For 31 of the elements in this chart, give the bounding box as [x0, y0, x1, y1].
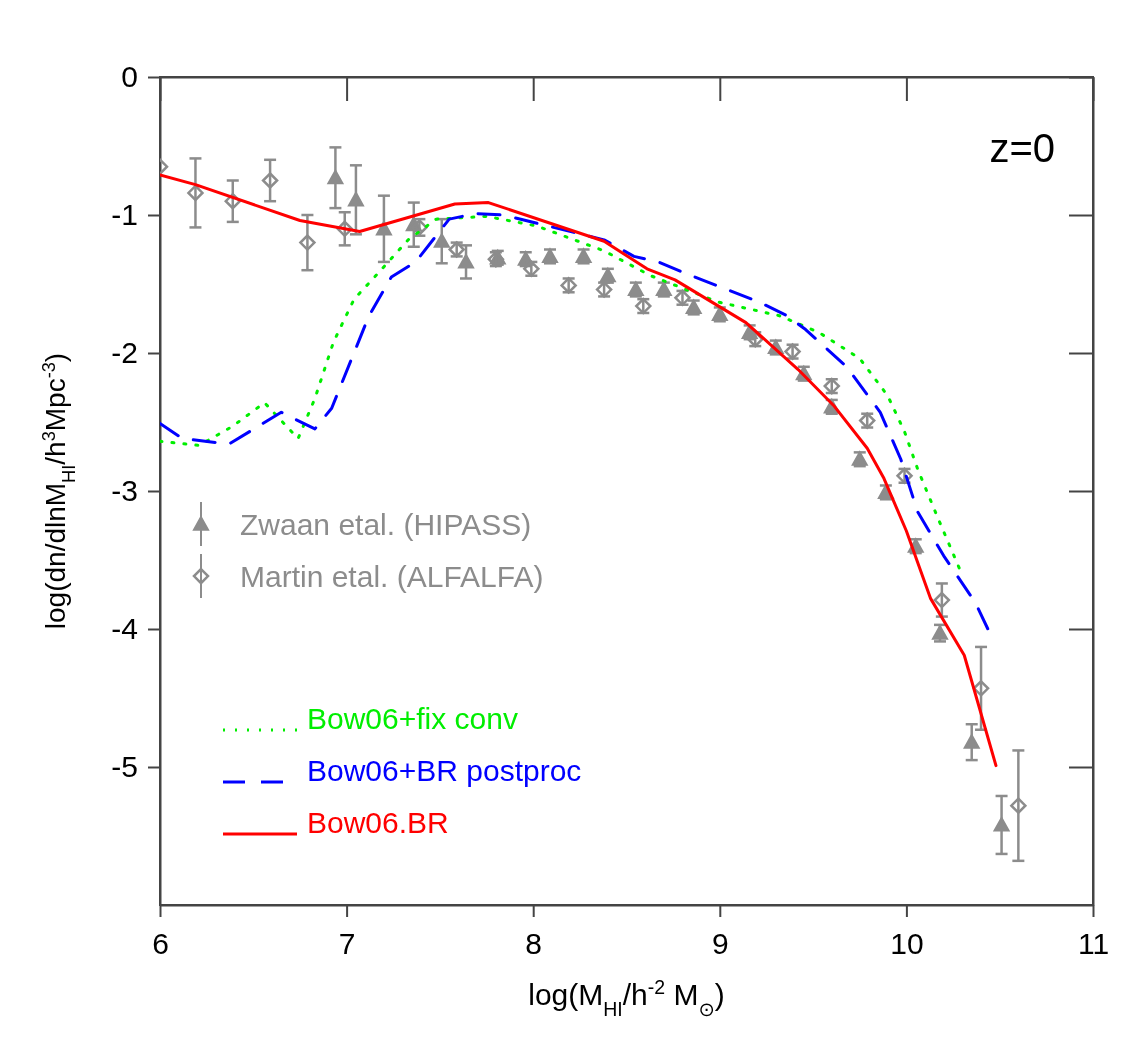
point	[347, 191, 364, 207]
x-tick-label: 6	[152, 927, 169, 961]
line-series	[160, 212, 990, 632]
legend-label: Bow06+BR postproc	[307, 753, 582, 787]
point	[993, 816, 1010, 832]
point	[299, 234, 316, 251]
legend-label: Martin etal. (ALFALFA)	[240, 559, 544, 593]
point	[433, 233, 450, 248]
point	[261, 172, 279, 189]
point	[458, 253, 475, 269]
point	[933, 591, 951, 609]
legend-label: Zwaan etal. (HIPASS)	[240, 507, 532, 541]
y-tick-label: -4	[111, 612, 138, 646]
point	[327, 169, 344, 185]
y-tick-label: 0	[121, 60, 138, 94]
x-tick-label: 10	[890, 927, 924, 961]
annotation: z=0	[989, 126, 1055, 170]
legend-label: Bow06.BR	[307, 805, 449, 839]
x-tick-label: 8	[525, 927, 543, 961]
x-tick-label: 9	[711, 927, 729, 961]
y-tick-label: -1	[111, 198, 138, 232]
y-tick-label: -3	[111, 474, 138, 508]
y-tick-label: -2	[111, 336, 138, 370]
point	[1010, 797, 1027, 814]
x-tick-label: 7	[338, 927, 356, 961]
y-tick-label: -5	[111, 750, 138, 784]
x-axis-title: log(M$_{HI}$/h$^{-2}$ M$_{⊙}$)	[528, 976, 725, 1020]
point	[187, 184, 204, 202]
legend-label: Bow06+fix conv	[307, 701, 518, 735]
point	[963, 734, 980, 749]
x-tick-label: 11	[1077, 927, 1110, 961]
